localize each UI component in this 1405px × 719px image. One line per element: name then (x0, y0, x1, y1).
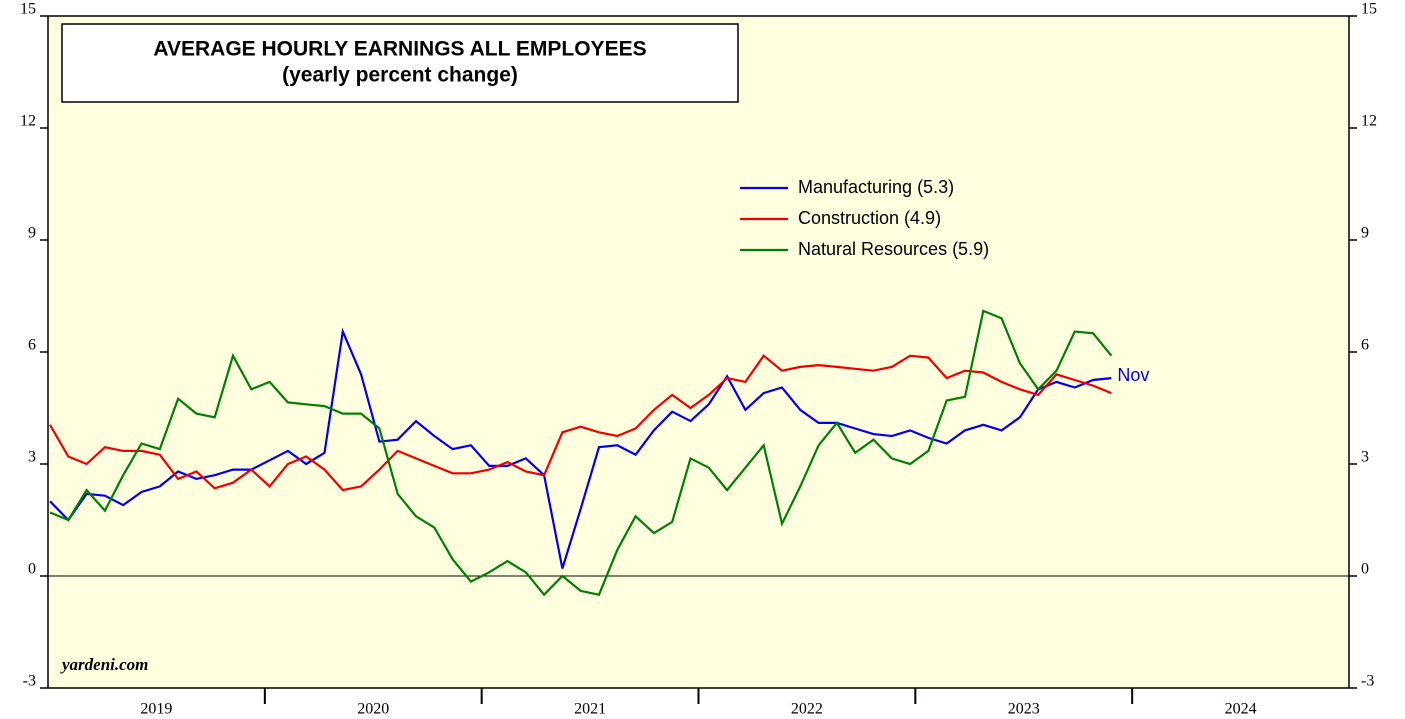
chart-subtitle: (yearly percent change) (282, 64, 518, 87)
y-tick-label: 6 (28, 337, 36, 354)
x-tick-label: 2021 (574, 701, 606, 718)
annotation: Nov (1117, 365, 1149, 385)
series-line (49, 354, 1112, 492)
x-tick-label: 2024 (1225, 701, 1257, 718)
y-tick-label: 3 (28, 449, 36, 466)
x-tick-label: 2019 (140, 701, 172, 718)
legend-label: Natural Resources (5.9) (798, 239, 989, 259)
y-tick-label: 15 (20, 1, 36, 18)
y-tick-label: 0 (28, 561, 36, 578)
watermark: yardeni.com (60, 655, 148, 674)
title-box (61, 23, 739, 103)
x-tick-label: 2020 (357, 701, 389, 718)
y2-tick-label: 12 (1361, 113, 1377, 130)
x-tick-label: 2022 (791, 701, 823, 718)
chart-title: AVERAGE HOURLY EARNINGS ALL EMPLOYEES (153, 38, 646, 61)
y2-tick-label: 3 (1361, 449, 1369, 466)
plot-area (47, 15, 1350, 689)
y2-tick-label: 15 (1361, 1, 1377, 18)
y2-tick-label: -3 (1361, 673, 1374, 690)
y-tick-label: -3 (23, 673, 36, 690)
lines-layer (49, 309, 1113, 597)
y2-tick-label: 9 (1361, 225, 1369, 242)
y2-tick-label: 6 (1361, 337, 1369, 354)
legend-label: Manufacturing (5.3) (798, 177, 954, 197)
legend-label: Construction (4.9) (798, 208, 941, 228)
y-tick-label: 12 (20, 113, 36, 130)
y2-tick-label: 0 (1361, 561, 1369, 578)
series-line (49, 327, 1112, 569)
series-line (49, 309, 1113, 597)
y-tick-label: 9 (28, 225, 36, 242)
x-tick-label: 2023 (1008, 701, 1040, 718)
